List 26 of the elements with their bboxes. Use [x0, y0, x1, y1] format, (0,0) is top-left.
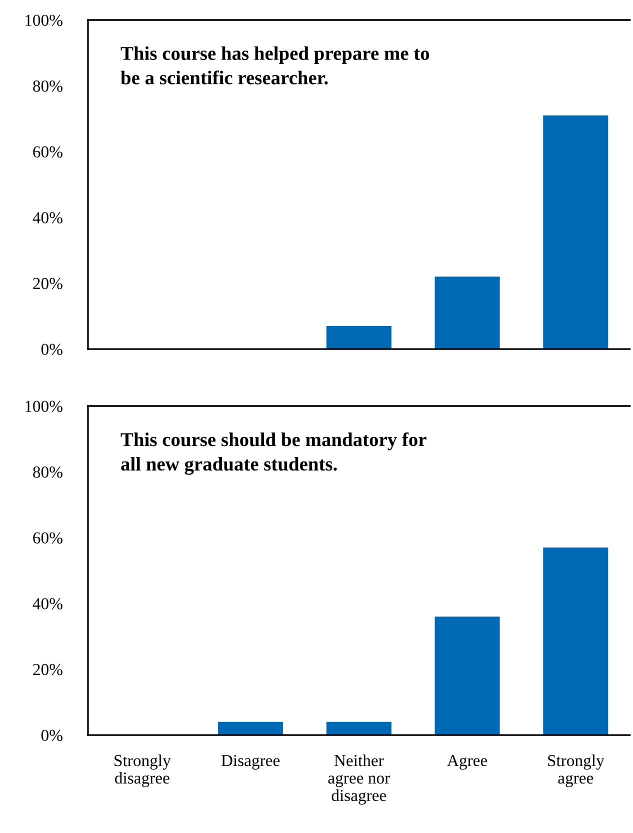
y-tick-label: 80% — [33, 80, 62, 92]
text: This course should be mandatory for all new graduate students. — [120, 432, 426, 475]
bar — [543, 547, 608, 736]
bar — [434, 276, 500, 350]
x-tick-label: Neither agree nor disagree — [328, 754, 390, 805]
text: This course has helped prepare me to be a scientific researcher. — [120, 46, 430, 84]
y-tick-label: 80% — [33, 466, 62, 478]
bar — [434, 616, 500, 736]
y-tick-label: 100% — [26, 400, 62, 412]
y-tick-label: 40% — [32, 212, 62, 224]
x-tick-label: Strongly disagree — [114, 754, 171, 788]
bar — [218, 722, 284, 736]
y-tick-label: 20% — [33, 278, 62, 290]
x-tick-label: Agree — [447, 755, 488, 770]
y-tick-label: 60% — [33, 146, 62, 158]
bar — [326, 722, 392, 736]
x-tick-label: Strongly agree — [548, 754, 604, 788]
bar — [326, 326, 392, 350]
y-tick-label: 60% — [33, 532, 62, 544]
y-tick-label: 0% — [41, 730, 62, 742]
y-tick-label: 0% — [41, 344, 62, 356]
y-tick-label: 20% — [33, 664, 62, 676]
y-tick-label: 100% — [26, 14, 62, 26]
bar — [543, 115, 608, 350]
x-tick-label: Disagree — [221, 754, 280, 770]
y-tick-label: 40% — [32, 598, 62, 610]
